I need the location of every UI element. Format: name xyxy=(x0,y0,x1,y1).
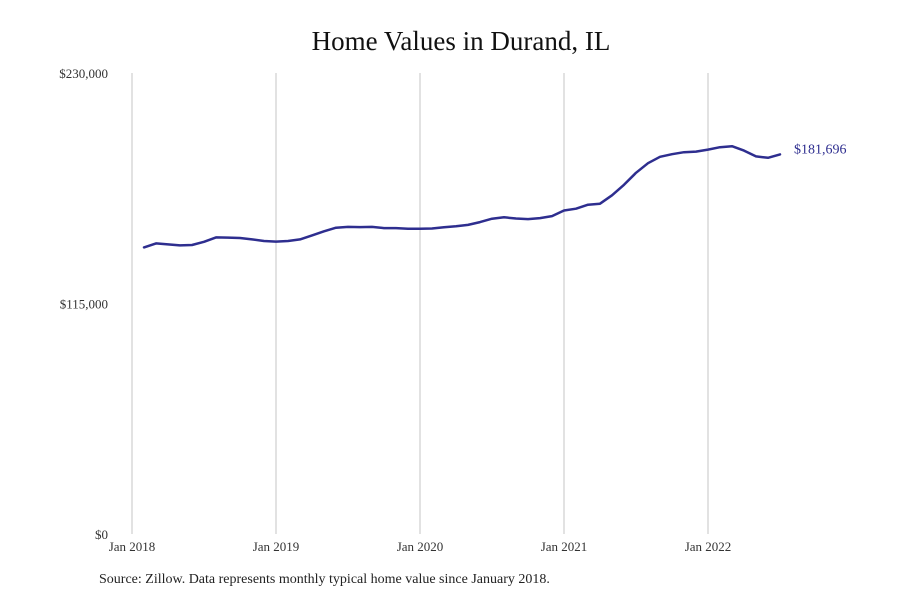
x-tick-label: Jan 2018 xyxy=(109,539,156,554)
x-tick-label: Jan 2022 xyxy=(685,539,732,554)
x-tick-label: Jan 2020 xyxy=(397,539,444,554)
x-axis-ticks: Jan 2018 Jan 2019 Jan 2020 Jan 2021 Jan 2022 xyxy=(109,539,732,554)
y-tick-label: $230,000 xyxy=(59,66,108,81)
y-tick-label: $115,000 xyxy=(60,297,108,312)
gridlines xyxy=(131,73,709,534)
y-tick-label: $0 xyxy=(95,527,108,542)
chart-title: Home Values in Durand, IL xyxy=(311,26,611,56)
x-tick-label: Jan 2019 xyxy=(253,539,300,554)
end-value-label: $181,696 xyxy=(794,142,847,157)
y-axis-ticks: $0 $115,000 $230,000 xyxy=(59,66,108,542)
series-line xyxy=(142,144,782,249)
source-note: Source: Zillow. Data represents monthly … xyxy=(99,572,550,587)
x-tick-label: Jan 2021 xyxy=(541,539,588,554)
